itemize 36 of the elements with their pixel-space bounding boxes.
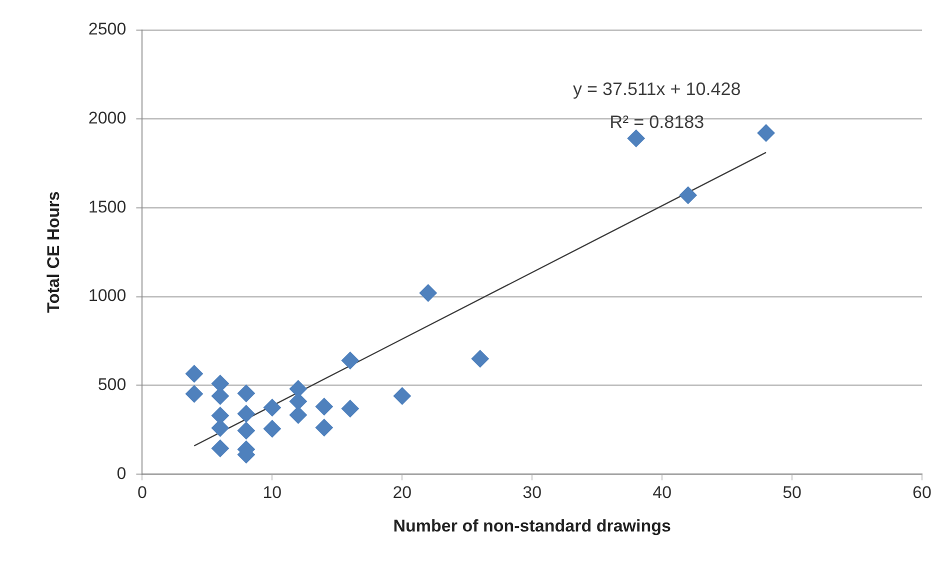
y-tick-label: 500 xyxy=(98,375,126,394)
x-tick-label: 50 xyxy=(782,483,802,502)
y-axis-title: Total CE Hours xyxy=(44,191,63,313)
y-tick-label: 1500 xyxy=(88,197,126,216)
x-tick-label: 20 xyxy=(392,483,412,502)
annotation: R² = 0.8183 xyxy=(610,112,704,132)
y-tick-label: 0 xyxy=(116,464,126,483)
point xyxy=(315,418,334,437)
x-tick-label: 40 xyxy=(652,483,672,502)
point xyxy=(341,400,360,418)
point xyxy=(289,406,308,424)
x-axis-title: Number of non-standard drawings xyxy=(393,516,671,536)
point xyxy=(237,422,256,440)
y-tick-label: 2500 xyxy=(88,20,126,39)
point xyxy=(263,420,282,438)
y-tick-label: 2000 xyxy=(88,108,126,128)
point xyxy=(419,284,438,302)
x-tick-label: 30 xyxy=(522,483,542,502)
point xyxy=(263,398,282,417)
x-tick-label: 60 xyxy=(912,483,932,502)
x-tick-label: 0 xyxy=(137,483,147,502)
point xyxy=(315,398,334,416)
point xyxy=(237,404,256,423)
point xyxy=(393,387,412,406)
point xyxy=(185,384,204,403)
point xyxy=(185,364,204,383)
point xyxy=(679,186,698,204)
annotation: y = 37.511x + 10.428 xyxy=(572,78,741,99)
point xyxy=(341,351,360,370)
x-tick-label: 10 xyxy=(262,483,282,502)
y-tick-label: 1000 xyxy=(88,286,126,306)
point xyxy=(627,129,646,148)
point xyxy=(237,384,256,402)
point xyxy=(471,350,490,368)
point xyxy=(757,124,776,142)
point xyxy=(211,439,230,458)
